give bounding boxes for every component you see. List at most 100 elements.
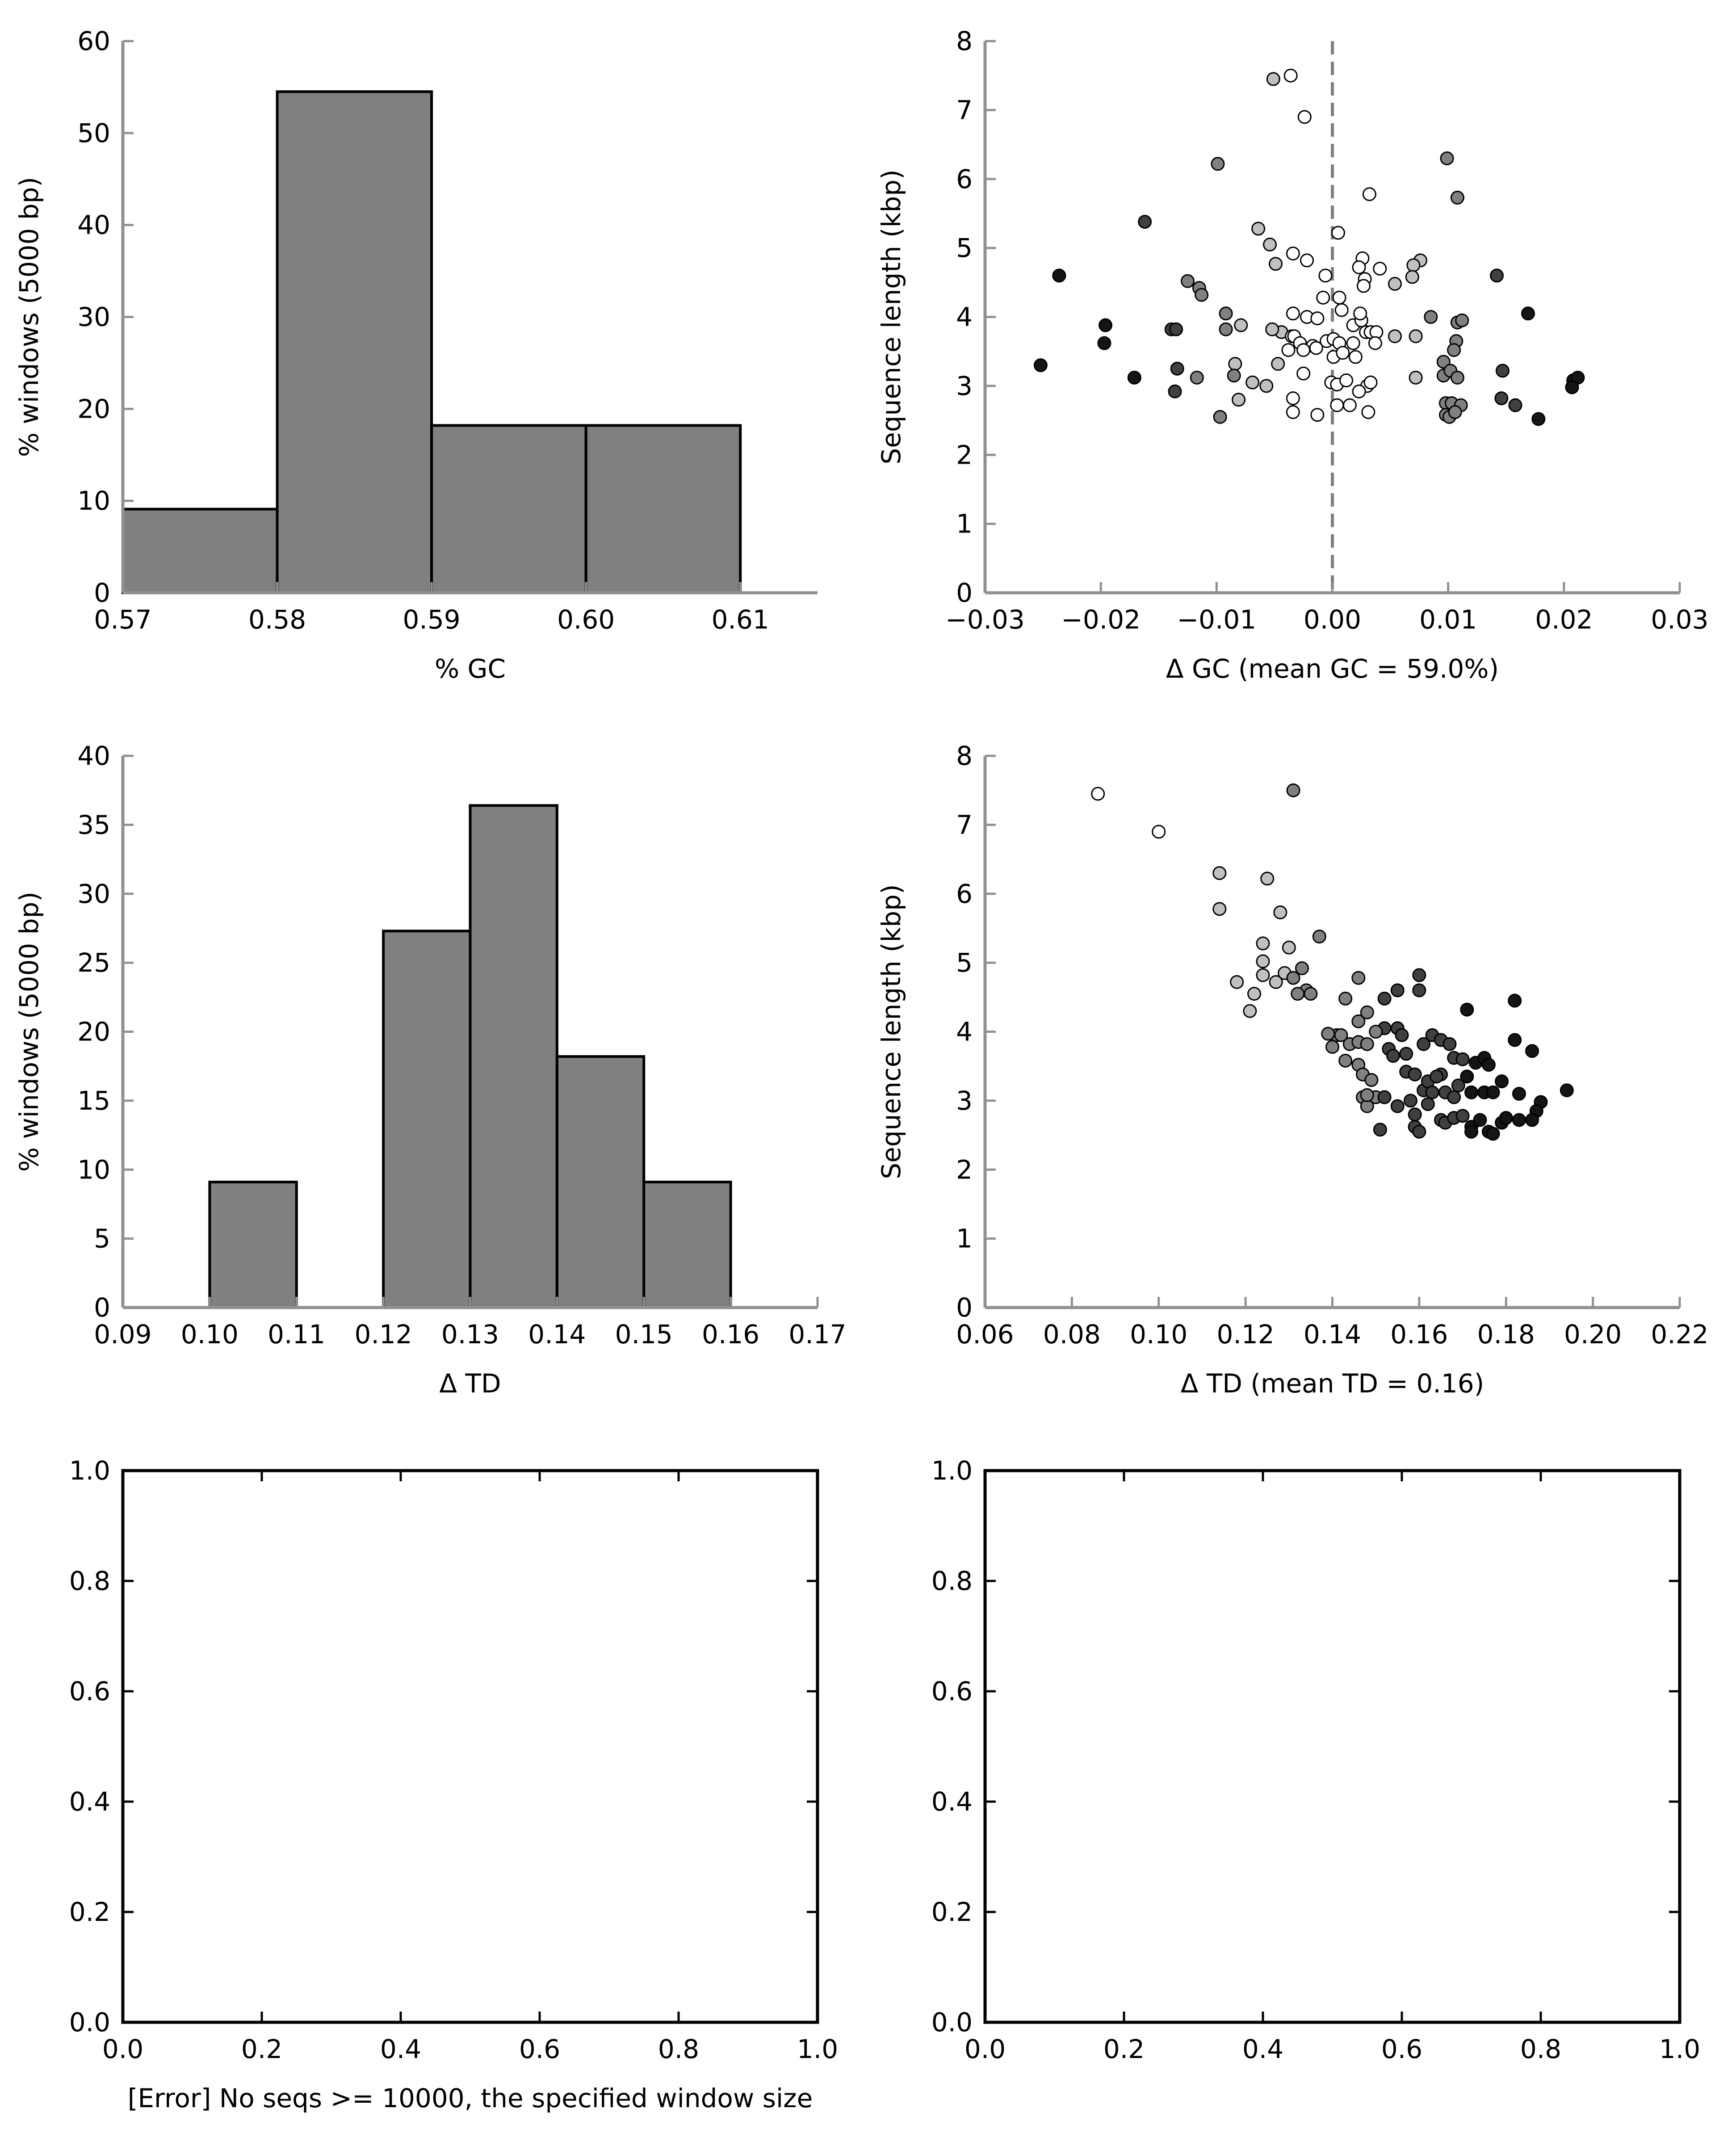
y-tick-label: 2 [956, 1154, 973, 1185]
histogram-bar [382, 930, 472, 1309]
x-tick-label: 0.00 [1304, 604, 1361, 635]
y-tick-label: 1.0 [931, 1455, 973, 1486]
data-point [1266, 72, 1280, 86]
axes-frame [983, 1469, 1681, 2024]
x-tick-label: 0.01 [1419, 604, 1477, 635]
data-point [1403, 1094, 1417, 1108]
data-point [1286, 971, 1300, 985]
y-tick-label: 8 [956, 26, 973, 56]
data-point [1405, 270, 1419, 284]
data-point [1309, 341, 1323, 355]
data-point [1499, 1111, 1513, 1125]
y-tick-label: 1 [956, 1224, 973, 1254]
axes-frame [121, 1469, 819, 2024]
data-point [1363, 375, 1378, 390]
x-axis-label: Δ TD (mean TD = 0.16) [1181, 1368, 1484, 1399]
data-point [1296, 343, 1311, 357]
data-point [1169, 322, 1183, 336]
x-tick-label: 0.13 [441, 1319, 499, 1350]
data-point [1464, 1085, 1478, 1099]
data-point [1336, 346, 1350, 360]
data-point [1421, 1097, 1435, 1111]
y-tick-label: 0.6 [69, 1676, 110, 1706]
y-tick-label: 35 [77, 809, 110, 840]
data-point [1352, 384, 1366, 398]
data-point [1399, 1047, 1413, 1061]
data-point [1409, 329, 1423, 344]
data-point [1486, 1127, 1500, 1141]
data-point [1269, 257, 1283, 271]
x-tick-label: 0.08 [1043, 1319, 1101, 1350]
x-tick-label: −0.02 [1061, 604, 1141, 635]
y-tick-label: 30 [77, 879, 110, 909]
data-point [1212, 866, 1227, 880]
data-point [1247, 987, 1262, 1001]
y-tick-label: 5 [956, 947, 973, 978]
x-tick-label: 0.15 [615, 1319, 673, 1350]
data-point [1360, 1088, 1374, 1103]
data-point [1508, 1033, 1522, 1047]
data-point [1325, 1040, 1339, 1054]
x-tick-label: 0.0 [102, 2034, 143, 2064]
y-tick-label: 25 [77, 947, 110, 978]
data-point [1091, 787, 1105, 801]
x-tick-label: 0.0 [964, 2034, 1006, 2064]
y-tick-label: 1.0 [69, 1455, 110, 1486]
data-point [1409, 370, 1423, 385]
x-tick-label: 0.14 [1304, 1319, 1361, 1350]
data-point [1406, 258, 1421, 272]
y-tick-label: 0.8 [69, 1566, 110, 1596]
data-point [1377, 991, 1392, 1006]
data-point [1282, 940, 1296, 955]
data-point [1560, 1083, 1574, 1098]
data-point [1286, 405, 1300, 419]
x-tick-label: 0.20 [1564, 1319, 1622, 1350]
data-point [1312, 929, 1326, 943]
data-point [1360, 1005, 1374, 1019]
data-point [1260, 872, 1275, 886]
x-axis-label: [Error] No seqs >= 10000, the specified … [128, 2083, 813, 2113]
data-point [1330, 398, 1344, 412]
data-point [1508, 398, 1522, 412]
data-point [1512, 1086, 1526, 1101]
x-tick-label: 0.10 [1130, 1319, 1187, 1350]
data-point [1436, 355, 1451, 369]
histogram-bar [276, 90, 433, 594]
y-tick-label: 0 [94, 1292, 110, 1323]
y-tick-label: 15 [77, 1086, 110, 1116]
data-point [1332, 290, 1346, 305]
x-tick-label: 0.10 [181, 1319, 239, 1350]
data-point [1219, 306, 1233, 321]
y-tick-label: 4 [956, 1017, 973, 1047]
data-point [1321, 1027, 1335, 1041]
y-tick-label: 1 [956, 509, 973, 539]
x-tick-label: 0.06 [956, 1319, 1014, 1350]
y-tick-label: 0.6 [931, 1676, 973, 1706]
y-tick-label: 3 [956, 371, 973, 401]
data-point [1464, 1124, 1478, 1139]
data-point [1447, 1090, 1461, 1104]
y-tick-label: 40 [77, 741, 110, 771]
data-point [1417, 1037, 1431, 1051]
x-tick-label: 0.2 [1103, 2034, 1145, 2064]
data-point [1342, 398, 1357, 412]
data-point [1339, 373, 1354, 388]
histogram-bar [642, 1181, 732, 1309]
data-point [1286, 391, 1300, 406]
data-point [1291, 987, 1305, 1001]
data-point [1451, 1078, 1465, 1093]
y-tick-label: 10 [77, 1154, 110, 1185]
y-tick-label: 0.4 [931, 1786, 973, 1817]
data-point [1565, 380, 1579, 394]
data-point [1273, 905, 1287, 919]
data-point [1424, 310, 1438, 324]
data-point [1460, 1002, 1474, 1017]
data-point [1256, 968, 1270, 982]
x-tick-label: 0.12 [1217, 1319, 1275, 1350]
data-point [1408, 1107, 1422, 1122]
data-point [1495, 364, 1510, 378]
x-tick-label: 0.11 [268, 1319, 325, 1350]
chart-gc-scatter: −0.03 −0.02 −0.01 0.00 0.01 0.02 0.03 0 1 2 3 4 5 6 7 8… [876, 26, 1709, 684]
y-tick-label: 0.8 [931, 1566, 973, 1596]
x-tick-label: 1.0 [1659, 2034, 1700, 2064]
